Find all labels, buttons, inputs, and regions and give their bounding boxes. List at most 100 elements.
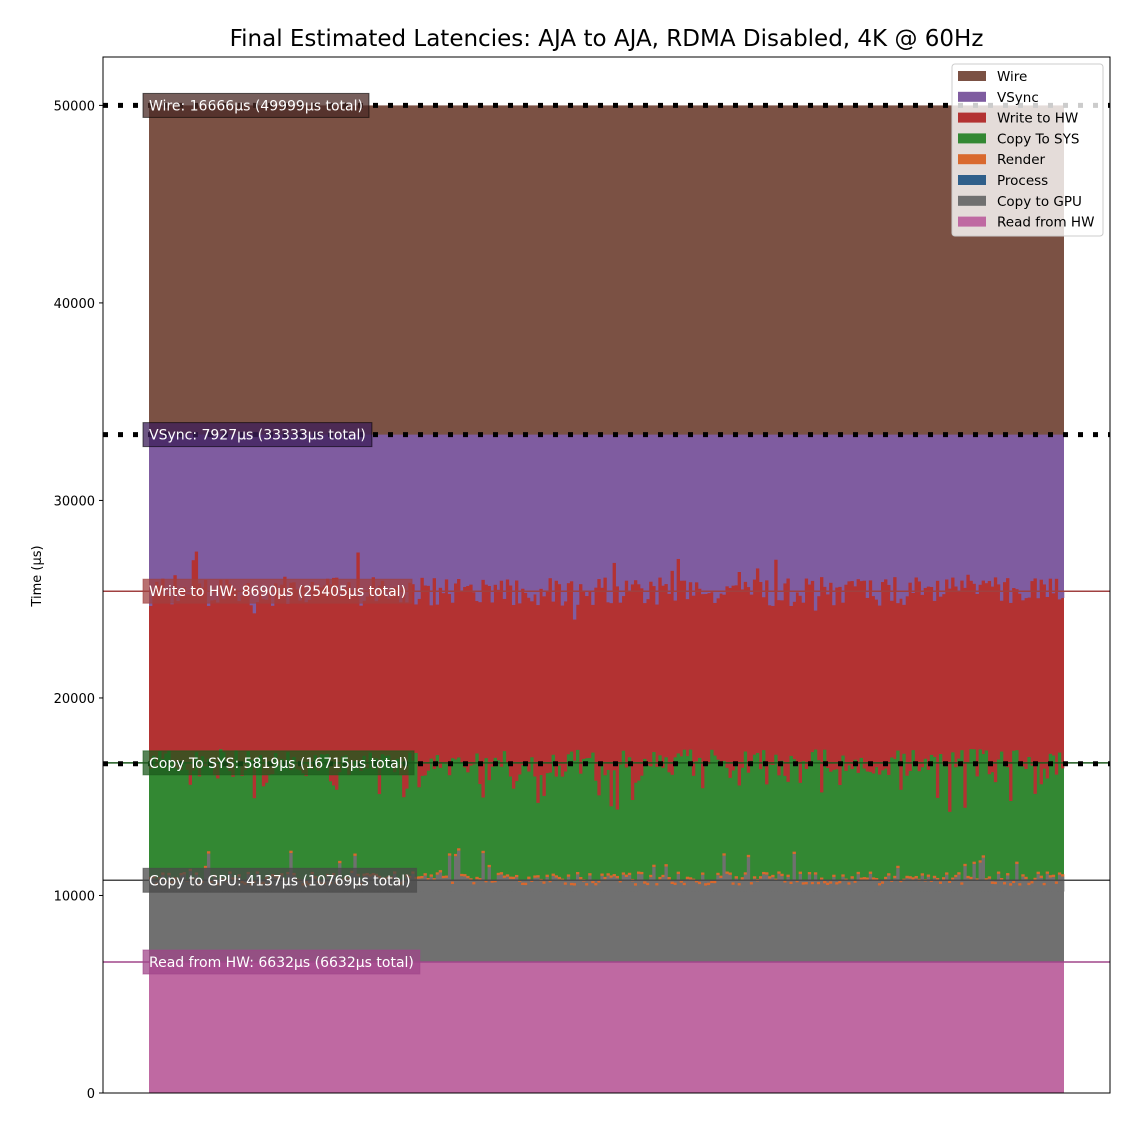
render-mark [877,883,882,886]
vsync-jitter [518,591,522,604]
copy-sys-jitter [951,752,955,763]
vsync-jitter [1045,591,1050,597]
copy-gpu-jitter [725,873,729,892]
copy-sys-jitter [551,754,555,763]
vsync-jitter [874,591,879,600]
copy-gpu-jitter [447,855,452,892]
copy-gpu-jitter [490,882,494,892]
render-mark [829,881,833,884]
copy-gpu-jitter [813,874,818,892]
render-mark [1015,861,1019,864]
y-tick-label: 20000 [54,692,95,707]
copy-gpu-jitter [993,884,998,892]
copy-sys-jitter [658,755,662,763]
copy-sys-jitter [1057,752,1062,763]
write-hw-jitter [548,578,552,592]
write-hw-jitter [856,762,860,773]
write-hw-jitter [569,581,574,592]
render-mark [536,875,540,878]
write-hw-jitter [615,586,619,592]
render-mark [664,864,668,867]
render-mark [737,883,741,886]
write-hw-jitter [917,581,921,592]
render-mark [576,872,580,875]
render-mark [670,881,674,885]
copy-sys-jitter [576,749,580,763]
write-hw-jitter [252,762,257,799]
render-mark [978,860,982,863]
copy-sys-jitter [932,757,937,763]
render-mark [1003,882,1007,885]
copy-gpu-jitter [795,882,799,892]
write-hw-jitter [865,762,870,772]
copy-sys-jitter [588,758,592,763]
render-mark [496,872,501,876]
copy-gpu-jitter [508,878,513,892]
vsync-jitter [618,591,623,603]
copy-sys-jitter [774,754,778,763]
write-hw-jitter [640,762,644,776]
copy-gpu-jitter [771,877,775,892]
render-mark [524,882,528,886]
copy-gpu-jitter [460,876,464,892]
copy-gpu-jitter [881,883,885,892]
copy-gpu-jitter [1012,883,1016,892]
write-hw-jitter [606,762,610,770]
write-hw-jitter [893,577,897,592]
write-hw-jitter [874,762,879,768]
copy-gpu-jitter [829,883,833,892]
copy-sys-jitter [762,750,766,763]
write-hw-jitter [914,577,918,592]
render-mark [938,881,943,884]
copy-gpu-jitter [859,879,863,892]
copy-gpu-jitter [868,873,873,892]
copy-sys-jitter [801,761,806,763]
copy-sys-jitter [722,760,726,763]
copy-gpu-jitter [676,874,680,892]
render-mark [643,881,647,884]
render-mark [585,883,589,886]
write-hw-jitter [633,580,638,592]
write-hw-jitter [810,580,815,592]
vsync-jitter [417,591,421,599]
write-hw-jitter [960,580,964,592]
legend: Wire VSync Write to HW Copy To SYS Render Pro… [951,63,1104,237]
vsync-jitter [789,591,793,606]
copy-sys-jitter [435,755,440,763]
write-hw-jitter [786,578,790,592]
render-mark [338,860,342,864]
chart-title: Final Estimated Latencies: AJA to AJA, R… [229,26,984,52]
render-mark [771,874,775,878]
copy-gpu-jitter [533,877,537,892]
write-hw-jitter [405,762,409,789]
copy-sys-jitter [493,757,497,763]
vsync-jitter [1051,591,1056,594]
write-hw-jitter [539,762,543,776]
copy-sys-jitter [457,757,461,763]
write-hw-jitter [652,586,656,592]
write-hw-jitter [777,762,781,776]
vsync-jitter [701,591,705,595]
render-mark [490,880,494,883]
write-hw-jitter [563,762,568,772]
vsync-jitter [536,591,540,606]
render-mark [789,881,793,885]
render-mark [795,879,799,883]
write-hw-jitter [432,578,436,592]
write-hw-jitter [783,762,787,776]
vsync-jitter [502,591,507,599]
write-hw-jitter [728,762,732,778]
copy-sys-jitter [673,757,677,763]
copy-gpu-jitter [1006,875,1010,892]
vsync-jitter [719,591,723,594]
render-mark [438,870,443,873]
write-hw-jitter [1009,762,1013,802]
write-hw-jitter [664,584,668,592]
annotation-box [142,949,421,975]
write-hw-jitter [542,762,546,796]
copy-gpu-jitter [926,876,931,892]
write-hw-jitter [466,762,470,773]
write-hw-jitter [731,585,735,592]
write-hw-jitter [823,586,827,592]
render-mark [579,877,583,880]
